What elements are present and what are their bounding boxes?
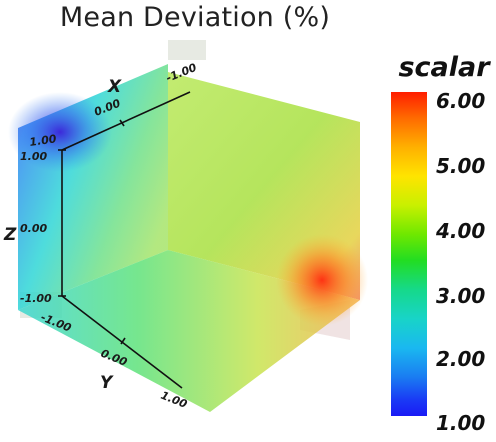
colorbar-tick-2: 2.00 — [436, 347, 486, 371]
colorbar-tick-4: 4.00 — [436, 219, 486, 243]
z-tick-3: -1.00 — [20, 292, 52, 305]
colorbar-tick-6: 6.00 — [436, 89, 486, 113]
axis-label-x: X — [107, 77, 122, 97]
axis-label-y: Y — [100, 373, 114, 393]
chart-title: Mean Deviation (%) — [59, 2, 331, 33]
z-tick-1: 1.00 — [20, 150, 47, 163]
slice-plane-floor — [18, 250, 360, 412]
colorbar-tick-1: 1.00 — [436, 411, 486, 435]
colorbar-title: scalar — [398, 52, 490, 83]
axis-label-z: Z — [3, 225, 17, 245]
hot-spot — [276, 234, 368, 326]
cold-spot — [8, 92, 112, 172]
axis-lines — [58, 91, 191, 389]
colorbar-tick-5: 5.00 — [436, 154, 486, 178]
z-tick-2: 0.00 — [20, 222, 47, 235]
x-tick-1: 1.00 — [29, 132, 58, 149]
colorbar-tick-3: 3.00 — [436, 284, 486, 308]
colorbar — [391, 92, 427, 416]
